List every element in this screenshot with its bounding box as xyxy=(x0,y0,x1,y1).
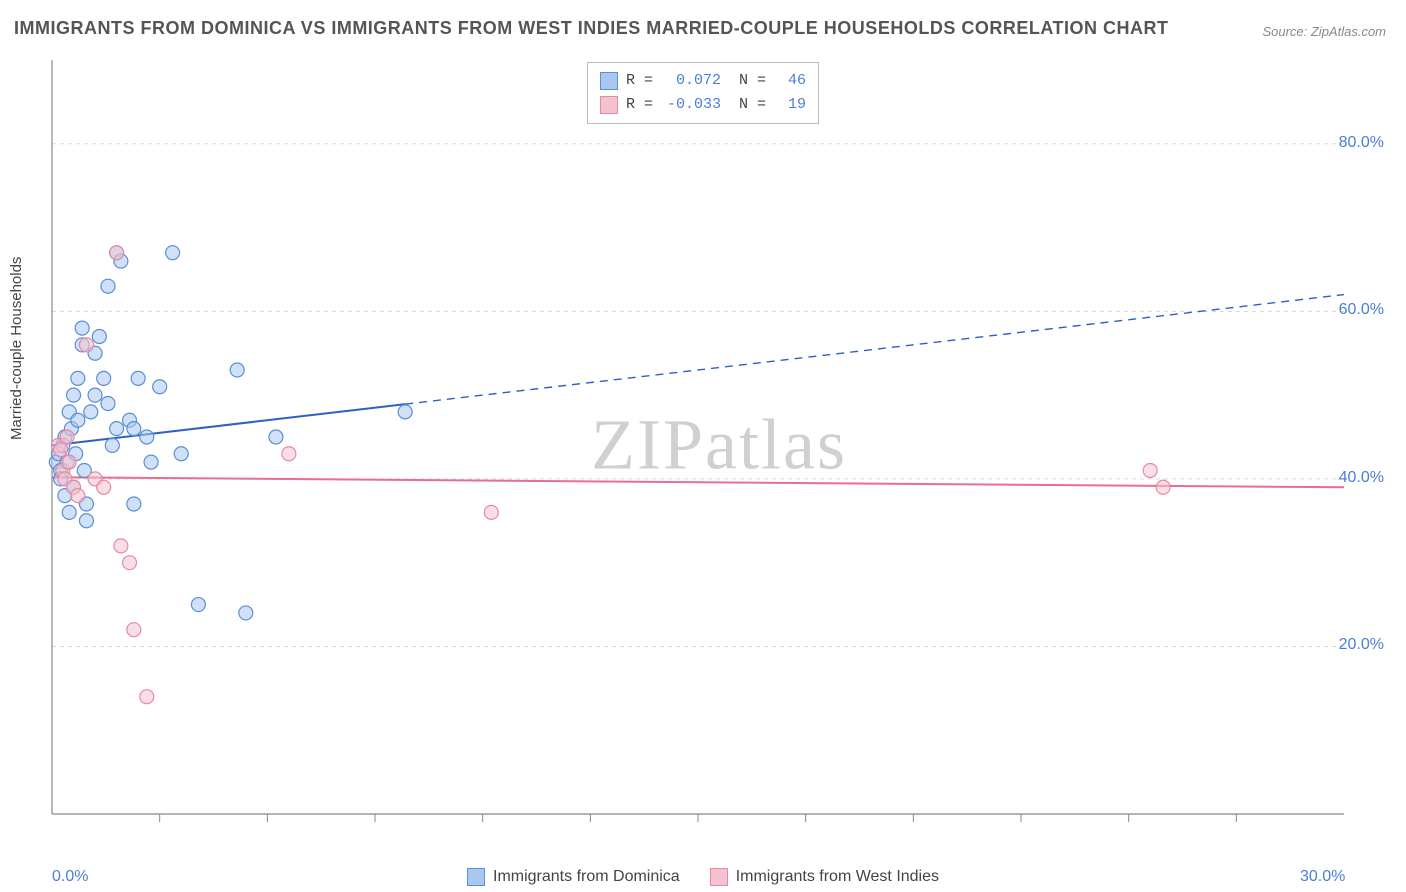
legend-correlation-row: R = 0.072 N = 46 xyxy=(600,69,806,93)
legend-swatch xyxy=(600,72,618,90)
legend-n-value: 46 xyxy=(774,69,806,93)
legend-swatch xyxy=(600,96,618,114)
legend-r-value: -0.033 xyxy=(661,93,721,117)
y-tick-label: 60.0% xyxy=(1339,301,1384,319)
chart-title: IMMIGRANTS FROM DOMINICA VS IMMIGRANTS F… xyxy=(14,18,1168,39)
legend-series-label: Immigrants from West Indies xyxy=(736,868,939,886)
y-axis-label: Married-couple Households xyxy=(8,257,25,440)
x-tick-label: 0.0% xyxy=(52,868,88,886)
y-tick-label: 40.0% xyxy=(1339,469,1384,487)
legend-r-label: R = xyxy=(626,93,653,117)
legend-r-value: 0.072 xyxy=(661,69,721,93)
y-tick-label: 80.0% xyxy=(1339,134,1384,152)
legend-series-label: Immigrants from Dominica xyxy=(493,868,680,886)
legend-correlation-row: R = -0.033 N = 19 xyxy=(600,93,806,117)
legend-n-label: N = xyxy=(739,69,766,93)
legend-n-label: N = xyxy=(739,93,766,117)
legend-swatch xyxy=(467,868,485,886)
legend-series-item: Immigrants from Dominica xyxy=(467,868,680,886)
scatter-plot: ZIPatlas xyxy=(48,56,1390,834)
x-tick-label: 30.0% xyxy=(1300,868,1345,886)
legend-r-label: R = xyxy=(626,69,653,93)
legend-series-item: Immigrants from West Indies xyxy=(710,868,939,886)
source-label: Source: ZipAtlas.com xyxy=(1262,24,1386,39)
correlation-legend: R = 0.072 N = 46 R = -0.033 N = 19 xyxy=(587,62,819,124)
series-legend: Immigrants from Dominica Immigrants from … xyxy=(467,868,939,886)
legend-swatch xyxy=(710,868,728,886)
legend-n-value: 19 xyxy=(774,93,806,117)
y-tick-label: 20.0% xyxy=(1339,636,1384,654)
chart-svg xyxy=(48,56,1390,834)
